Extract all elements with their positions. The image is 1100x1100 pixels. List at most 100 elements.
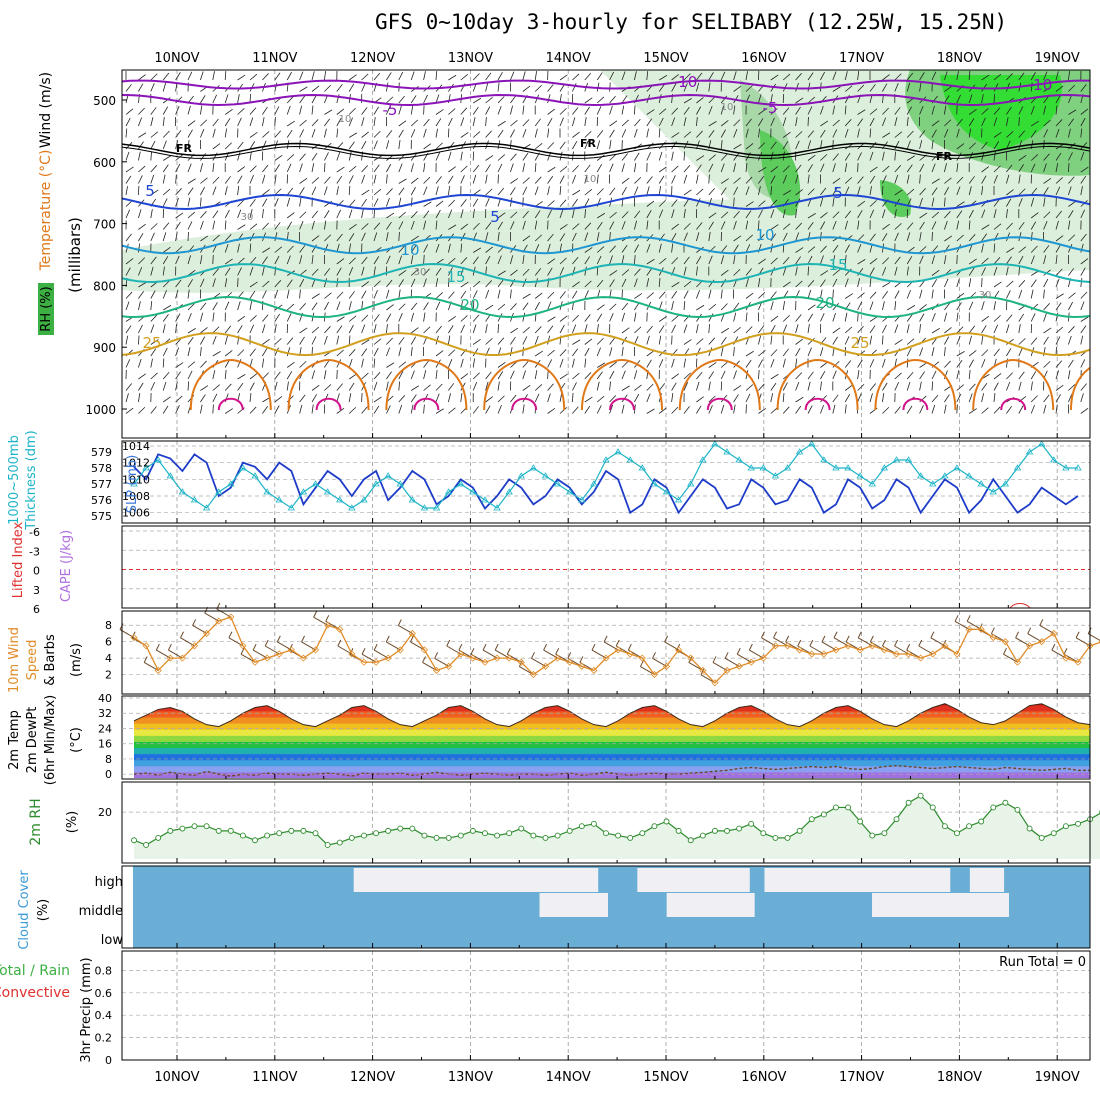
wind-barb [1030, 279, 1037, 288]
thickness-point [578, 496, 586, 503]
wind-barb [1006, 314, 1013, 322]
wind-barb [472, 280, 481, 288]
wind-barb [410, 327, 419, 334]
wind-barb [311, 268, 319, 276]
wind-barb [1043, 289, 1045, 299]
wind-barb [844, 404, 847, 414]
rh2m-point [711, 827, 718, 834]
wind-barb [212, 220, 216, 230]
wind-barb [584, 222, 592, 230]
wind-barb [882, 335, 884, 345]
wind-barb [324, 234, 332, 242]
wind-barb [621, 153, 628, 161]
wind-barb-10m-flag [252, 643, 257, 651]
wind-barb [869, 128, 872, 138]
wind-barb [373, 347, 379, 357]
wind-barb [758, 335, 761, 345]
wind-barb [398, 279, 404, 288]
wind-barb [584, 189, 593, 196]
wind-barb [435, 243, 440, 253]
wind-barb [894, 165, 902, 173]
rh2m-point [264, 832, 271, 839]
wind-barb [448, 325, 454, 334]
wind-barb [658, 186, 662, 196]
wind-barb [262, 397, 271, 403]
wind-barb [981, 257, 989, 265]
wind-barb [919, 174, 921, 184]
wind-barb [472, 140, 478, 150]
wind-barb [410, 163, 414, 173]
wind-barb [460, 117, 465, 127]
wind-barb [708, 313, 714, 322]
wind-barb [596, 381, 600, 391]
wind-barb [832, 278, 838, 288]
wind-barb [299, 139, 301, 150]
rh2m-point [724, 827, 730, 834]
wind-barb [906, 82, 911, 92]
wind-barb [200, 327, 208, 334]
wind-barb [162, 246, 171, 253]
wind-barb [162, 82, 167, 92]
rh2m-point [663, 818, 670, 825]
wind-barb [609, 279, 615, 288]
wind-barb [820, 105, 824, 115]
wind-barb [931, 404, 936, 414]
rh2m-point [215, 827, 222, 834]
wind-barb [547, 166, 556, 173]
wind-barb [708, 174, 710, 184]
wind-barb [200, 153, 207, 161]
wind-barb [807, 106, 813, 115]
wind-barb [175, 371, 181, 380]
wind-barb [472, 222, 480, 230]
wind-barb [373, 280, 381, 288]
wind-barb [621, 385, 630, 391]
wind-barb [150, 209, 153, 219]
wind-barb [1080, 393, 1084, 403]
wind-barb [634, 118, 641, 127]
wind-barb [398, 370, 404, 380]
rh2m-point [457, 832, 464, 839]
wind-barb [919, 197, 923, 207]
wind-barb [572, 117, 576, 127]
wind-barb [968, 152, 974, 161]
wind-barb [944, 211, 951, 219]
wind-barb [882, 233, 888, 242]
wind-barb [324, 109, 333, 115]
wind-barb [621, 269, 630, 276]
contour-label: 5 [490, 208, 500, 226]
wind-barb [311, 293, 320, 299]
wind-barb [857, 312, 859, 322]
rh2m-point [1014, 806, 1021, 813]
wind-barb [1055, 119, 1063, 127]
wind-barb [708, 362, 717, 368]
wind-barb [448, 175, 454, 184]
thickness-line [133, 443, 1078, 509]
wind-barb [993, 348, 1000, 357]
wind-barb [956, 359, 963, 368]
wind-barb [423, 312, 426, 322]
wind-barb [423, 360, 430, 368]
wind-barb [782, 175, 787, 184]
thickness-point [565, 488, 574, 495]
wind-barb [324, 292, 332, 299]
wind-barb [262, 209, 264, 219]
wind-barb [968, 383, 976, 391]
wind-barb [720, 187, 727, 196]
wind-barb [138, 301, 141, 311]
wind-barb [621, 163, 625, 173]
wind-barb [125, 383, 132, 391]
wind-barb-10m [482, 649, 498, 659]
wind-barb [956, 404, 958, 414]
rh2m-point [917, 792, 924, 799]
wind-barb [683, 140, 689, 150]
wind-barb [596, 324, 599, 334]
wind-barb [485, 97, 493, 104]
wind-barb [249, 315, 257, 322]
wind-barb [683, 324, 688, 334]
wind-barb [894, 151, 896, 161]
wind-barb [510, 361, 518, 368]
wind-barb [869, 151, 874, 161]
wind-barb [212, 176, 220, 184]
cape-tick-label: 0 [33, 565, 40, 578]
wind-barb [274, 338, 282, 345]
